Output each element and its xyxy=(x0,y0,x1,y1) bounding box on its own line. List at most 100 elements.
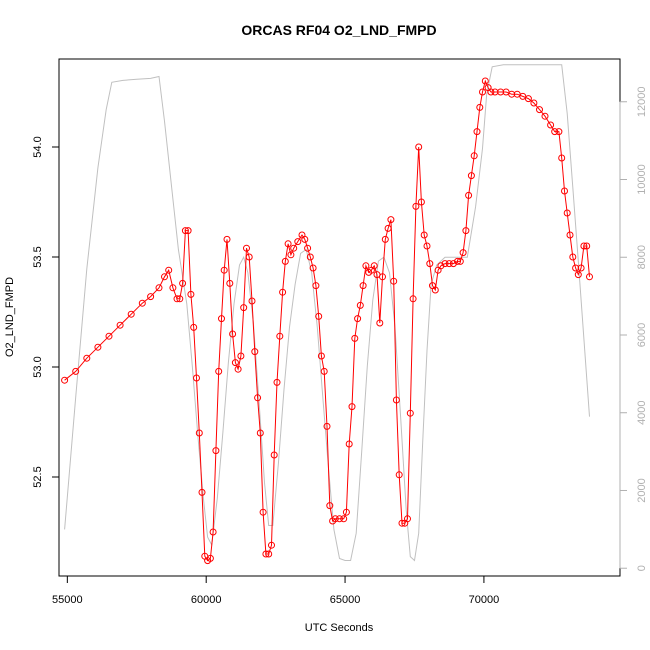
series-0-point xyxy=(351,334,359,342)
y2-tick-label: 6000 xyxy=(636,323,648,347)
series-0-point xyxy=(105,332,113,340)
series-0-point xyxy=(376,319,384,327)
series-0-point xyxy=(551,128,559,136)
series-0-point xyxy=(147,293,155,301)
series-0-point xyxy=(563,209,571,217)
y-axis-label: O2_LND_FMPD xyxy=(4,277,16,357)
series-0-point xyxy=(362,262,370,270)
series-0-point xyxy=(326,502,334,510)
series-0-point xyxy=(281,257,289,265)
series-0-point xyxy=(212,447,220,455)
series-0-point xyxy=(237,352,245,360)
series-0-point xyxy=(574,271,582,279)
series-0-point xyxy=(290,244,298,252)
series-0-point xyxy=(265,550,273,558)
series-0-point xyxy=(415,143,423,151)
y2-tick-label: 2000 xyxy=(636,478,648,502)
series-0-point xyxy=(155,284,163,292)
series-0-point xyxy=(566,231,574,239)
y-tick-label: 52.5 xyxy=(32,466,44,487)
y-tick-label: 54.0 xyxy=(32,136,44,157)
series-0-point xyxy=(348,403,356,411)
series-0-point xyxy=(406,409,414,417)
series-0-point xyxy=(262,550,270,558)
series-0-point xyxy=(370,262,378,270)
series-0-point xyxy=(312,282,320,290)
series-0-point xyxy=(473,128,481,136)
series-0-point xyxy=(441,260,449,268)
series-0-point xyxy=(412,202,420,210)
series-0-point xyxy=(206,554,214,562)
series-0-point xyxy=(555,128,563,136)
series-0-point xyxy=(309,264,317,272)
series-0-point xyxy=(449,260,457,268)
series-0-point xyxy=(306,253,314,261)
series-0-point xyxy=(179,279,187,287)
series-0-line xyxy=(64,79,590,562)
series-0-point xyxy=(248,297,256,305)
y-axis: 52.5 53.0 53.5 54.0 xyxy=(32,136,60,488)
series-0-point xyxy=(323,422,331,430)
series-0-point xyxy=(315,312,323,320)
series-0-point xyxy=(467,172,475,180)
series-0-point xyxy=(431,286,439,294)
series-0-point xyxy=(245,253,253,261)
series-0-point xyxy=(381,235,389,243)
series-0-point xyxy=(395,471,403,479)
series-0-point xyxy=(420,231,428,239)
y2-tick-label: 8000 xyxy=(636,245,648,269)
series-0-point xyxy=(356,301,364,309)
x-tick-label: 70000 xyxy=(469,594,500,606)
series-0-point xyxy=(479,88,486,96)
series-0-point xyxy=(530,99,538,107)
series-0-point xyxy=(229,330,237,338)
y2-tick-label: 10000 xyxy=(636,164,648,195)
left-series-layer xyxy=(61,77,593,565)
series-0-point xyxy=(390,277,398,285)
series-0-point xyxy=(426,260,434,268)
x-tick-label: 60000 xyxy=(191,594,222,606)
series-0-point xyxy=(195,429,203,437)
series-0-point xyxy=(456,257,464,265)
series-0-point xyxy=(558,154,566,162)
series-0-point xyxy=(569,253,577,261)
series-0-point xyxy=(423,242,431,250)
series-0-point xyxy=(198,488,206,496)
series-0-point xyxy=(580,242,588,250)
series-0-point xyxy=(583,242,591,250)
series-0-point xyxy=(169,284,177,292)
series-0-point xyxy=(184,227,192,235)
series-0-point xyxy=(190,323,198,331)
series-0-point xyxy=(384,224,392,232)
series-0-point xyxy=(215,367,223,375)
series-0-point xyxy=(586,273,593,281)
series-0-point xyxy=(231,359,239,367)
series-0-point xyxy=(61,376,69,384)
y-tick-label: 53.5 xyxy=(32,246,44,267)
x-axis: 55000 60000 65000 70000 xyxy=(52,575,500,606)
series-0-point xyxy=(218,315,225,323)
y2-tick-label: 4000 xyxy=(636,400,648,424)
series-0-point xyxy=(445,260,453,268)
series-0-point xyxy=(345,440,353,448)
series-0-point xyxy=(234,365,242,373)
series-0-point xyxy=(165,266,173,274)
y2-axis: 0 2000 4000 6000 8000 10000 12000 xyxy=(619,87,648,571)
series-0-point xyxy=(226,279,234,287)
series-0-point xyxy=(251,348,259,356)
plot-frame xyxy=(58,58,621,577)
y2-tick-label: 0 xyxy=(636,565,648,571)
series-0-point xyxy=(340,515,348,523)
series-0-point xyxy=(161,273,168,281)
series-0-point xyxy=(470,152,478,160)
series-0-point xyxy=(398,519,406,527)
series-0-point xyxy=(176,295,184,303)
series-0-point xyxy=(72,367,80,375)
series-0-point xyxy=(331,515,339,523)
series-0-point xyxy=(387,216,395,224)
series-0-point xyxy=(379,273,386,281)
x-tick-label: 55000 xyxy=(52,594,83,606)
series-0-point xyxy=(220,266,228,274)
series-0-point xyxy=(287,251,295,259)
series-0-point xyxy=(259,508,267,516)
